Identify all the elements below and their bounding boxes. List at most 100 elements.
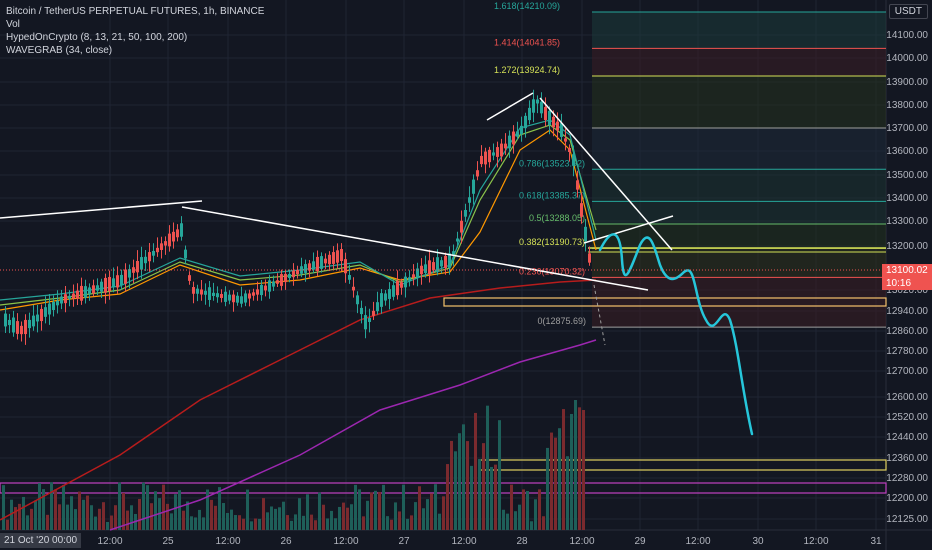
volume-bar (290, 520, 293, 530)
y-axis-tick-label: 12780.00 (886, 346, 928, 357)
candle-body (384, 293, 387, 301)
volume-bar (22, 496, 25, 530)
currency-badge[interactable]: USDT (888, 4, 928, 19)
candle-body (328, 254, 331, 265)
candle-body (584, 226, 587, 242)
candle-body (108, 276, 111, 292)
volume-bar (122, 493, 125, 530)
candle-body (240, 296, 243, 304)
volume-bar (446, 464, 449, 530)
fib-level-label: 0(12875.69) (537, 316, 586, 326)
fib-zone (592, 76, 886, 128)
candle-body (484, 151, 487, 165)
y-axis-tick-label: 12940.00 (886, 306, 928, 317)
fib-level-label: 1.618(14210.09) (494, 1, 560, 11)
volume-bar (330, 510, 333, 530)
volume-bar (286, 515, 289, 530)
candle-body (176, 229, 179, 238)
volume-bar (306, 494, 309, 530)
candle-body (28, 319, 31, 329)
volume-bar (210, 499, 213, 530)
volume-bar (346, 507, 349, 530)
volume-bar (66, 504, 69, 530)
y-axis-tick-label: 12860.00 (886, 326, 928, 337)
candle-body (420, 265, 423, 275)
volume-bar (170, 513, 173, 530)
candle-body (308, 263, 311, 271)
candle-body (96, 285, 99, 291)
wavegrab-indicator-label[interactable]: WAVEGRAB (34, close) (6, 45, 113, 56)
volume-bar (86, 495, 89, 530)
candle-body (340, 248, 343, 262)
volume-bar (358, 489, 361, 530)
volume-bar (498, 420, 501, 530)
candle-body (124, 269, 127, 284)
candle-body (496, 147, 499, 157)
candle-body (168, 233, 171, 247)
y-axis-tick-label: 12700.00 (886, 366, 928, 377)
volume-bar (310, 514, 313, 530)
volume-bar (386, 516, 389, 530)
volume-bar (350, 504, 353, 530)
candle-body (224, 291, 227, 302)
fib-zone (592, 12, 886, 49)
volume-bar (390, 519, 393, 530)
candle-body (540, 101, 543, 114)
candle-body (436, 257, 439, 273)
candle-body (556, 121, 559, 131)
volume-bar (10, 499, 13, 530)
candle-body (468, 197, 471, 203)
volume-bar (190, 516, 193, 530)
candle-body (120, 274, 123, 286)
volume-bar (242, 518, 245, 530)
volume-bar (486, 405, 489, 530)
volume-bar (26, 515, 29, 530)
volume-bar (182, 510, 185, 530)
candle-body (60, 296, 63, 304)
candle-body (588, 253, 591, 263)
candle-body (92, 285, 95, 294)
volume-bar (130, 505, 133, 530)
volume-zone-box-purple (0, 482, 887, 494)
candle-body (136, 260, 139, 273)
hypedoncrypto-indicator-label[interactable]: HypedOnCrypto (8, 13, 21, 50, 100, 200) (6, 32, 188, 43)
symbol-title[interactable]: Bitcoin / TetherUS PERPETUAL FUTURES, 1h… (6, 6, 265, 17)
x-axis-tick-label: 31 (870, 536, 882, 547)
fib-zone (592, 48, 886, 77)
y-axis-tick-label: 14100.00 (886, 30, 928, 41)
volume-bar (198, 509, 201, 530)
volume-bar (162, 484, 165, 530)
candle-body (212, 292, 215, 297)
candle-body (72, 293, 75, 299)
candle-body (232, 294, 235, 303)
projected-price-path (598, 233, 754, 436)
candle-body (12, 317, 15, 333)
candle-body (64, 294, 67, 304)
volume-bar (382, 484, 385, 530)
candle-body (156, 247, 159, 253)
x-axis-tick-label: 12:00 (215, 536, 240, 547)
volume-bar (494, 464, 497, 530)
candle-body (320, 256, 323, 269)
candle-body (196, 288, 199, 294)
x-axis-tick-label: 12:00 (569, 536, 594, 547)
volume-bar (14, 507, 17, 530)
volume-bar (506, 513, 509, 530)
volume-indicator-label[interactable]: Vol (6, 19, 20, 30)
volume-bar (426, 499, 429, 530)
volume-bar (194, 517, 197, 530)
candle-body (536, 99, 539, 104)
volume-bar (314, 520, 317, 530)
volume-bar (414, 502, 417, 530)
volume-bar (482, 443, 485, 530)
candle-body (140, 257, 143, 270)
y-axis-tick-label: 12600.00 (886, 392, 928, 403)
volume-bar (214, 505, 217, 530)
x-axis-tick-label: 26 (280, 536, 292, 547)
candle-body (268, 280, 271, 292)
candle-body (48, 303, 51, 315)
candle-body (472, 179, 475, 194)
candle-body (368, 318, 371, 322)
candle-body (480, 155, 483, 165)
